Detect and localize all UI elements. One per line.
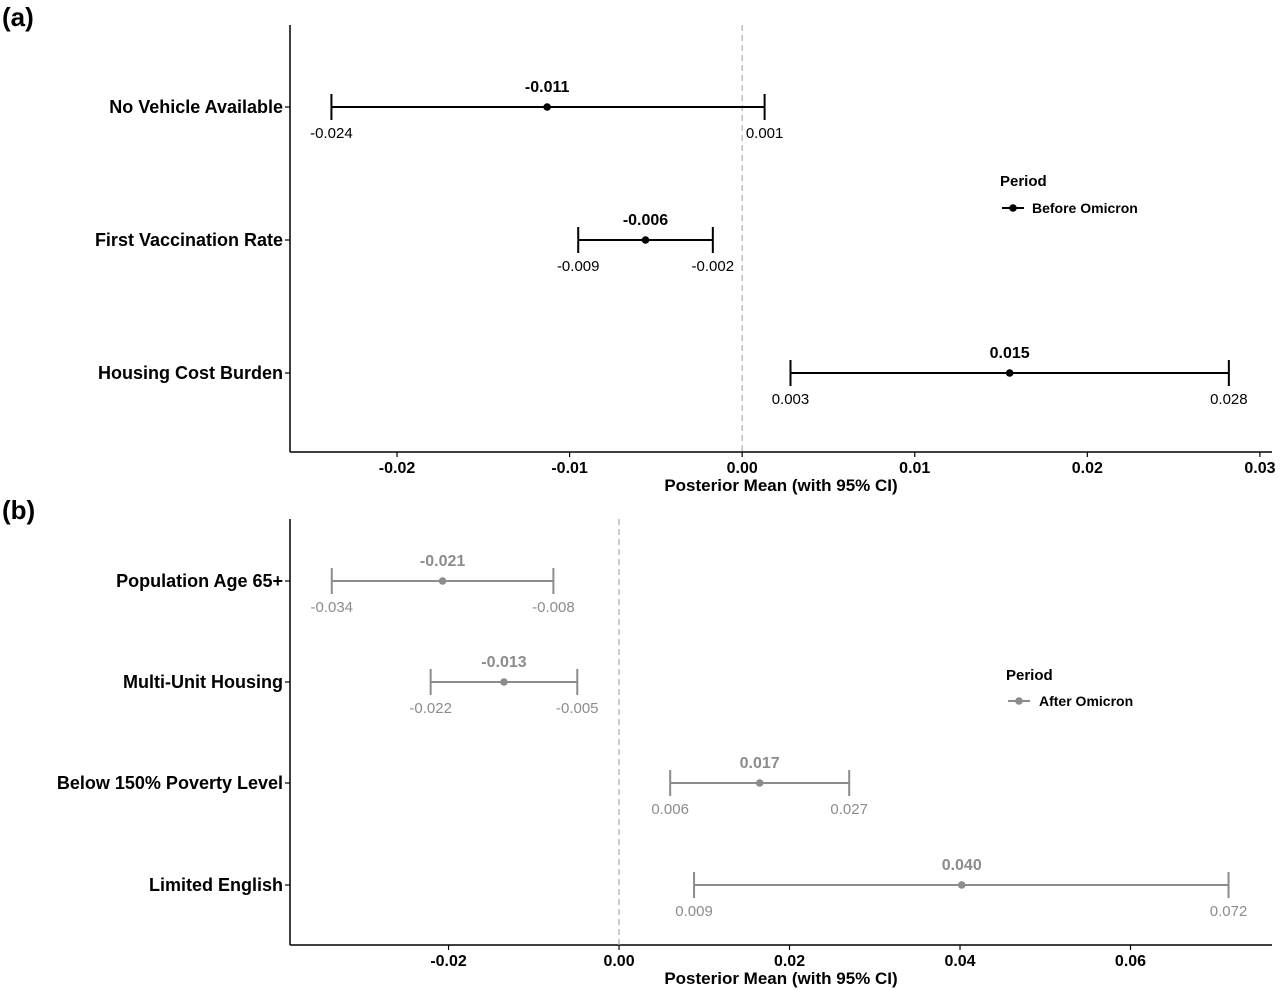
category-label: First Vaccination Rate xyxy=(95,230,283,250)
category-label: No Vehicle Available xyxy=(109,97,283,117)
x-tick-label: 0.06 xyxy=(1115,953,1146,970)
x-axis-title: Posterior Mean (with 95% CI) xyxy=(664,969,897,988)
category-label: Below 150% Poverty Level xyxy=(57,773,283,793)
ci-lower-label: 0.009 xyxy=(675,903,713,920)
ci-lower-label: -0.022 xyxy=(409,700,452,717)
mean-point xyxy=(641,236,650,244)
mean-value-label: -0.006 xyxy=(623,212,668,229)
mean-point xyxy=(543,103,551,111)
mean-point xyxy=(500,678,508,686)
x-tick-label: 0.02 xyxy=(774,953,805,970)
mean-point xyxy=(1005,369,1014,377)
ci-upper-label: -0.002 xyxy=(692,258,735,275)
panel-label: (a) xyxy=(2,2,34,32)
mean-value-label: 0.017 xyxy=(740,755,780,772)
ci-lower-label: 0.006 xyxy=(651,801,689,818)
category-label: Housing Cost Burden xyxy=(98,363,283,383)
category-label: Population Age 65+ xyxy=(116,571,283,591)
ci-lower-label: -0.034 xyxy=(310,599,353,616)
panel-label: (b) xyxy=(2,495,35,525)
legend: Period After Omicron xyxy=(1006,667,1133,709)
ci-upper-label: -0.005 xyxy=(556,700,599,717)
mean-point xyxy=(957,881,966,889)
ci-lower-label: 0.003 xyxy=(772,391,810,408)
ci-upper-label: 0.072 xyxy=(1210,903,1248,920)
x-tick-label: 0.01 xyxy=(899,460,930,477)
legend-key-point xyxy=(1015,697,1023,705)
legend-entry-label: After Omicron xyxy=(1039,693,1133,709)
category-label: Multi-Unit Housing xyxy=(123,672,283,692)
ci-upper-label: 0.027 xyxy=(830,801,868,818)
ci-upper-label: 0.028 xyxy=(1210,391,1248,408)
ci-lower-label: -0.024 xyxy=(310,125,353,142)
mean-point xyxy=(755,779,764,787)
category-label: Limited English xyxy=(149,875,283,895)
legend-title: Period xyxy=(1006,667,1053,684)
mean-value-label: 0.040 xyxy=(942,857,982,874)
x-tick-label: -0.02 xyxy=(430,953,467,970)
x-tick-label: -0.02 xyxy=(379,460,416,477)
x-tick-label: 0.03 xyxy=(1244,460,1275,477)
mean-value-label: 0.015 xyxy=(990,345,1030,362)
x-tick-label: -0.01 xyxy=(551,460,588,477)
x-tick-label: 0.04 xyxy=(944,953,975,970)
panel-a: (a) -0.02 -0.01 0.00 0.01 0.02 0.03 Posterior M… xyxy=(2,2,1276,495)
ci-upper-label: -0.008 xyxy=(532,599,575,616)
x-axis-title: Posterior Mean (with 95% CI) xyxy=(664,476,897,495)
mean-value-label: -0.021 xyxy=(420,553,465,570)
panel-b: (b) -0.02 0.00 0.02 0.04 0.06 Posterior Mean (… xyxy=(2,495,1272,988)
mean-value-label: -0.011 xyxy=(525,79,570,96)
ci-lower-label: -0.009 xyxy=(557,258,600,275)
legend-entry-label: Before Omicron xyxy=(1032,200,1138,216)
legend: Period Before Omicron xyxy=(1000,173,1138,216)
mean-point xyxy=(438,577,447,585)
legend-key-point xyxy=(1009,204,1017,212)
legend-title: Period xyxy=(1000,173,1047,190)
x-tick-label: 0.00 xyxy=(603,953,634,970)
ci-upper-label: 0.001 xyxy=(746,125,784,142)
x-tick-label: 0.00 xyxy=(727,460,758,477)
mean-value-label: -0.013 xyxy=(481,654,526,671)
x-tick-label: 0.02 xyxy=(1072,460,1103,477)
